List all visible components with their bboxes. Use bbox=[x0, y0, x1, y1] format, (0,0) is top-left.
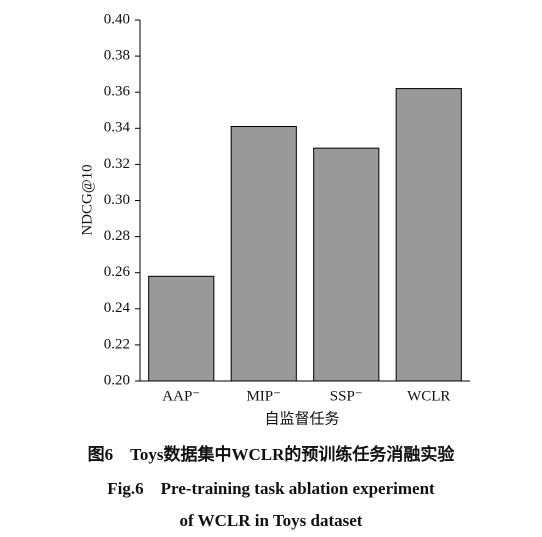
y-tick-label: 0.22 bbox=[104, 336, 130, 352]
x-tick-label: AAP⁻ bbox=[162, 388, 200, 404]
y-tick-label: 0.30 bbox=[104, 192, 130, 208]
y-tick-label: 0.26 bbox=[104, 264, 131, 280]
caption-en: of WCLR in Toys dataset bbox=[180, 511, 363, 530]
x-tick-label: MIP⁻ bbox=[246, 388, 281, 404]
x-tick-label: WCLR bbox=[407, 388, 450, 404]
y-tick-label: 0.28 bbox=[104, 228, 130, 244]
caption-cn: 图6 Toys数据集中WCLR的预训练任务消融实验 bbox=[88, 444, 456, 464]
y-axis-label: NDCG@10 bbox=[79, 164, 95, 235]
bar bbox=[230, 125, 297, 382]
y-tick-label: 0.24 bbox=[104, 300, 131, 316]
y-tick-label: 0.34 bbox=[104, 120, 131, 136]
y-tick-label: 0.32 bbox=[104, 156, 130, 172]
bar bbox=[313, 147, 380, 382]
x-axis-label: 自监督任务 bbox=[264, 410, 339, 427]
x-tick-label: SSP⁻ bbox=[330, 388, 363, 404]
y-tick-label: 0.38 bbox=[104, 48, 130, 64]
bar bbox=[395, 88, 462, 382]
y-tick-label: 0.36 bbox=[104, 84, 131, 100]
y-tick-label: 0.40 bbox=[104, 11, 130, 27]
y-tick-label: 0.20 bbox=[104, 372, 130, 388]
caption-en: Fig.6 Pre-training task ablation experim… bbox=[107, 479, 435, 498]
bar bbox=[148, 275, 215, 382]
